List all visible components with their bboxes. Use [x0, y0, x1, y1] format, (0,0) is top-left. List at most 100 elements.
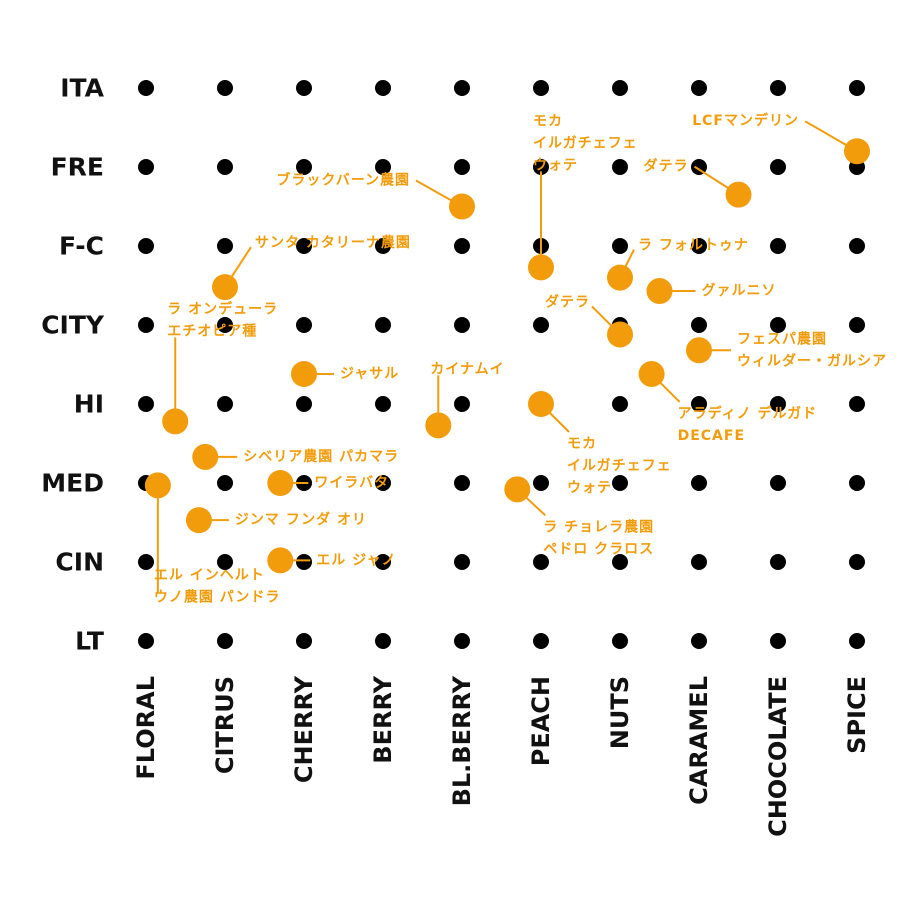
- point-label: ワイラバタ: [314, 475, 389, 491]
- point-label: モカ: [567, 436, 597, 452]
- y-tick-label: LT: [75, 627, 104, 656]
- grid-dot: [217, 317, 233, 333]
- point-label: サンタ カタリーナ農園: [255, 234, 411, 251]
- y-tick-label: FRE: [51, 153, 104, 182]
- data-point: [267, 547, 294, 574]
- grid-dot: [454, 238, 470, 254]
- grid-dot: [612, 475, 628, 491]
- point-label: ウォテ: [533, 157, 578, 173]
- grid-dot: [691, 396, 707, 412]
- grid-dot: [454, 633, 470, 649]
- point-label: DECAFE: [678, 428, 745, 444]
- grid-dot: [533, 80, 549, 96]
- grid-dot: [691, 80, 707, 96]
- grid-dot: [454, 317, 470, 333]
- grid-dot: [375, 80, 391, 96]
- grid-dot: [296, 80, 312, 96]
- grid-dot: [217, 396, 233, 412]
- point-label: ウォテ: [567, 480, 612, 496]
- data-point: [162, 408, 189, 435]
- grid-dot: [454, 396, 470, 412]
- grid-dot: [849, 317, 865, 333]
- data-point: [291, 360, 317, 387]
- y-tick-label: MED: [41, 469, 104, 498]
- grid-dot: [849, 80, 865, 96]
- y-tick-label: F-C: [59, 232, 104, 261]
- point-label: ラ オンデューラ: [167, 300, 278, 317]
- data-point: [192, 443, 219, 470]
- x-tick-label: BL.BERRY: [448, 675, 476, 806]
- point-label: ウィルダー・ガルシア: [737, 352, 887, 369]
- grid-dot: [612, 396, 628, 412]
- data-point: [638, 360, 665, 387]
- grid-dot: [375, 554, 391, 570]
- point-label: ラ チョレラ農園: [543, 518, 654, 535]
- x-axis-labels: FLORAL CITRUS CHERRY BERRY BL.BERRY PEACH NUTS…: [132, 675, 871, 837]
- point-label: LCFマンデリン: [692, 112, 799, 129]
- grid-dot: [217, 80, 233, 96]
- grid-dot: [375, 238, 391, 254]
- point-label: ブラックバーン農園: [276, 172, 410, 189]
- grid-dot: [770, 475, 786, 491]
- grid-dot: [533, 633, 549, 649]
- point-label: グァルニソ: [702, 282, 777, 299]
- grid-dot: [691, 475, 707, 491]
- data-point: [528, 254, 554, 281]
- point-label: カイナムイ: [430, 361, 504, 377]
- grid-dot: [770, 317, 786, 333]
- grid-dot: [454, 159, 470, 175]
- grid-dot: [770, 80, 786, 96]
- point-label: エル ジャノ: [316, 552, 396, 568]
- point-label: フェスパ農園: [737, 330, 827, 347]
- grid-dot: [138, 238, 154, 254]
- grid-dot: [612, 554, 628, 570]
- grid-dot: [138, 633, 154, 649]
- grid-dot: [375, 633, 391, 649]
- data-point: [528, 391, 554, 417]
- grid-dot: [454, 554, 470, 570]
- point-label: シベリア農園 パカマラ: [243, 448, 399, 465]
- grid-dot: [375, 317, 391, 333]
- data-point: [607, 321, 633, 348]
- grid-dot: [770, 238, 786, 254]
- y-tick-label: ITA: [60, 74, 104, 103]
- grid-dot: [296, 396, 312, 412]
- grid-dot: [533, 317, 549, 333]
- y-tick-label: HI: [74, 390, 104, 419]
- grid-dot: [849, 396, 865, 412]
- grid-dot: [296, 238, 312, 254]
- data-point: [185, 507, 212, 534]
- point-label: ラ フォルトゥナ: [638, 238, 749, 254]
- grid-dot: [770, 633, 786, 649]
- y-axis-labels: ITA FRE F-C CITY HI MED CIN LT: [41, 74, 105, 656]
- x-tick-label: CITRUS: [211, 676, 239, 774]
- point-label: ペドロ クラロス: [543, 541, 654, 557]
- x-tick-label: PEACH: [527, 676, 555, 766]
- data-point: [504, 476, 531, 503]
- grid-dot: [849, 475, 865, 491]
- grid-dot: [296, 633, 312, 649]
- grid-dot: [138, 80, 154, 96]
- grid-dot: [770, 396, 786, 412]
- grid-dot: [691, 317, 707, 333]
- grid-dot: [612, 633, 628, 649]
- grid-dot: [138, 396, 154, 412]
- grid-dot: [296, 317, 312, 333]
- data-point: [725, 181, 752, 208]
- grid-dot: [217, 159, 233, 175]
- x-tick-label: NUTS: [606, 676, 634, 749]
- x-tick-label: SPICE: [843, 676, 871, 754]
- grid-dot: [296, 554, 312, 570]
- grid-dot: [375, 475, 391, 491]
- x-tick-label: CHOCOLATE: [764, 676, 792, 837]
- grid-dot: [454, 80, 470, 96]
- grid-dot: [217, 554, 233, 570]
- grid-dot: [138, 159, 154, 175]
- grid-dot: [217, 238, 233, 254]
- point-label: ダテラ: [644, 158, 689, 175]
- point-label: ダテラ: [545, 293, 590, 310]
- data-point: [686, 337, 712, 364]
- x-tick-label: FLORAL: [132, 676, 160, 780]
